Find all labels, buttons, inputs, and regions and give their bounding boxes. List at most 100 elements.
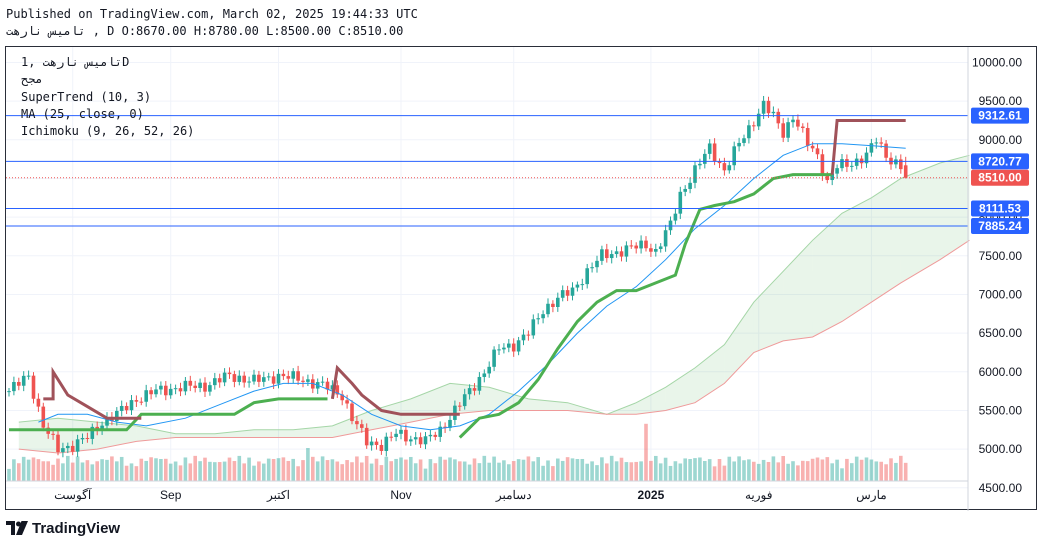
candle-body [531,319,536,336]
candle-body [448,419,452,428]
candle-body [879,142,883,144]
candle-body [168,388,173,396]
candle-body [482,373,487,377]
chart-frame[interactable]: 4500.00 5000.00 5500.00 6000.00 6500.00 7000.… [5,46,1038,511]
price-axis-tick: 7500.00 [979,249,1023,263]
legend-supertrend[interactable]: SuperTrend (10, 3) [21,90,152,104]
candle-body [458,405,462,407]
candle-body [864,152,869,164]
volume-bar [369,463,374,481]
candle-body [335,385,340,395]
candle-body [570,287,575,296]
volume-bar [472,458,477,481]
volume-bar [796,465,800,481]
volume-bar [903,462,908,481]
volume-bar [291,458,295,481]
volume-bar [443,459,447,481]
volume-bar [418,459,423,481]
candle-body [678,191,683,214]
volume-bar [404,459,408,481]
candle-body [80,437,85,440]
candle-body [61,448,65,453]
candle-body [188,380,193,386]
volume-bar [678,463,683,481]
candle-body [178,388,183,392]
volume-bar [752,461,756,481]
candle-body [217,378,222,383]
candle-body [850,165,854,167]
volume-bar [232,461,237,481]
candle-body [815,148,820,155]
candle-body [781,123,785,138]
volume-bar [438,456,442,481]
tradingview-logo-icon [6,521,28,535]
candle-body [845,159,849,167]
candle-body [252,374,256,382]
candle-body [703,153,707,164]
candle-body [771,111,776,114]
volume-bar [825,457,830,481]
candle-body [791,119,795,123]
volume-bar [663,457,668,481]
volume-bar [756,463,761,481]
candle-body [340,394,344,401]
candle-body [786,122,790,138]
candle-body [51,433,55,435]
candlestick-chart[interactable]: 4500.00 5000.00 5500.00 6000.00 6500.00 7000.… [6,47,1038,511]
time-axis-tick: مارس [856,488,887,502]
candle-body [825,175,830,181]
legend-symbol: تامیس نارهت ,1D [21,55,130,69]
ichimoku-cloud [783,240,813,341]
candle-body [257,374,261,382]
volume-bar [600,457,604,481]
volume-bar [301,460,305,481]
volume-bar [134,466,139,481]
candle-body [805,128,810,146]
volume-bar [448,457,452,481]
volume-bar [761,459,766,481]
volume-bar [786,463,790,481]
candle-body [301,380,305,382]
candle-body [766,100,771,114]
volume-bar [21,456,26,481]
volume-bar [433,463,438,481]
volume-bar [173,461,178,481]
candle-body [497,349,501,351]
price-axis-tick: 9500.00 [979,94,1023,108]
volume-bar [227,457,232,481]
time-axis-tick: آگوست [54,487,92,502]
candle-body [428,434,433,437]
candle-body [389,436,393,438]
legend-ma[interactable]: MA (25, close, 0) [21,107,144,121]
volume-bar [482,455,487,481]
candle-body [423,436,428,445]
volume-bar [119,456,124,481]
volume-bar [487,462,491,481]
volume-bar [85,460,90,481]
candle-body [609,254,614,259]
candle-body [462,394,467,407]
ohlc-line: تامیس نارهت , D O:8670.00 H:8780.00 L:85… [6,24,404,38]
volume-bar [771,456,776,481]
ichimoku-cloud [695,344,725,403]
ichimoku-span-a [18,154,970,435]
volume-bar [815,457,820,481]
legend-ichimoku[interactable]: Ichimoku (9, 26, 52, 26) [21,124,195,138]
candle-body [360,424,364,428]
candle-body [595,260,599,268]
price-label-badge [971,107,1029,124]
volume-bar [492,456,496,481]
volume-bar [423,468,428,481]
candle-body [173,388,178,390]
volume-bar [320,456,325,481]
candle-body [213,378,217,386]
volume-bar [835,459,839,481]
price-label-text: 7885.24 [978,219,1022,233]
volume-bar [609,455,614,481]
volume-bar [100,459,104,481]
volume-bar [41,461,46,481]
candle-body [26,375,31,377]
time-axis-tick: Nov [390,488,411,502]
candle-body [590,267,594,269]
candle-body [183,380,188,392]
